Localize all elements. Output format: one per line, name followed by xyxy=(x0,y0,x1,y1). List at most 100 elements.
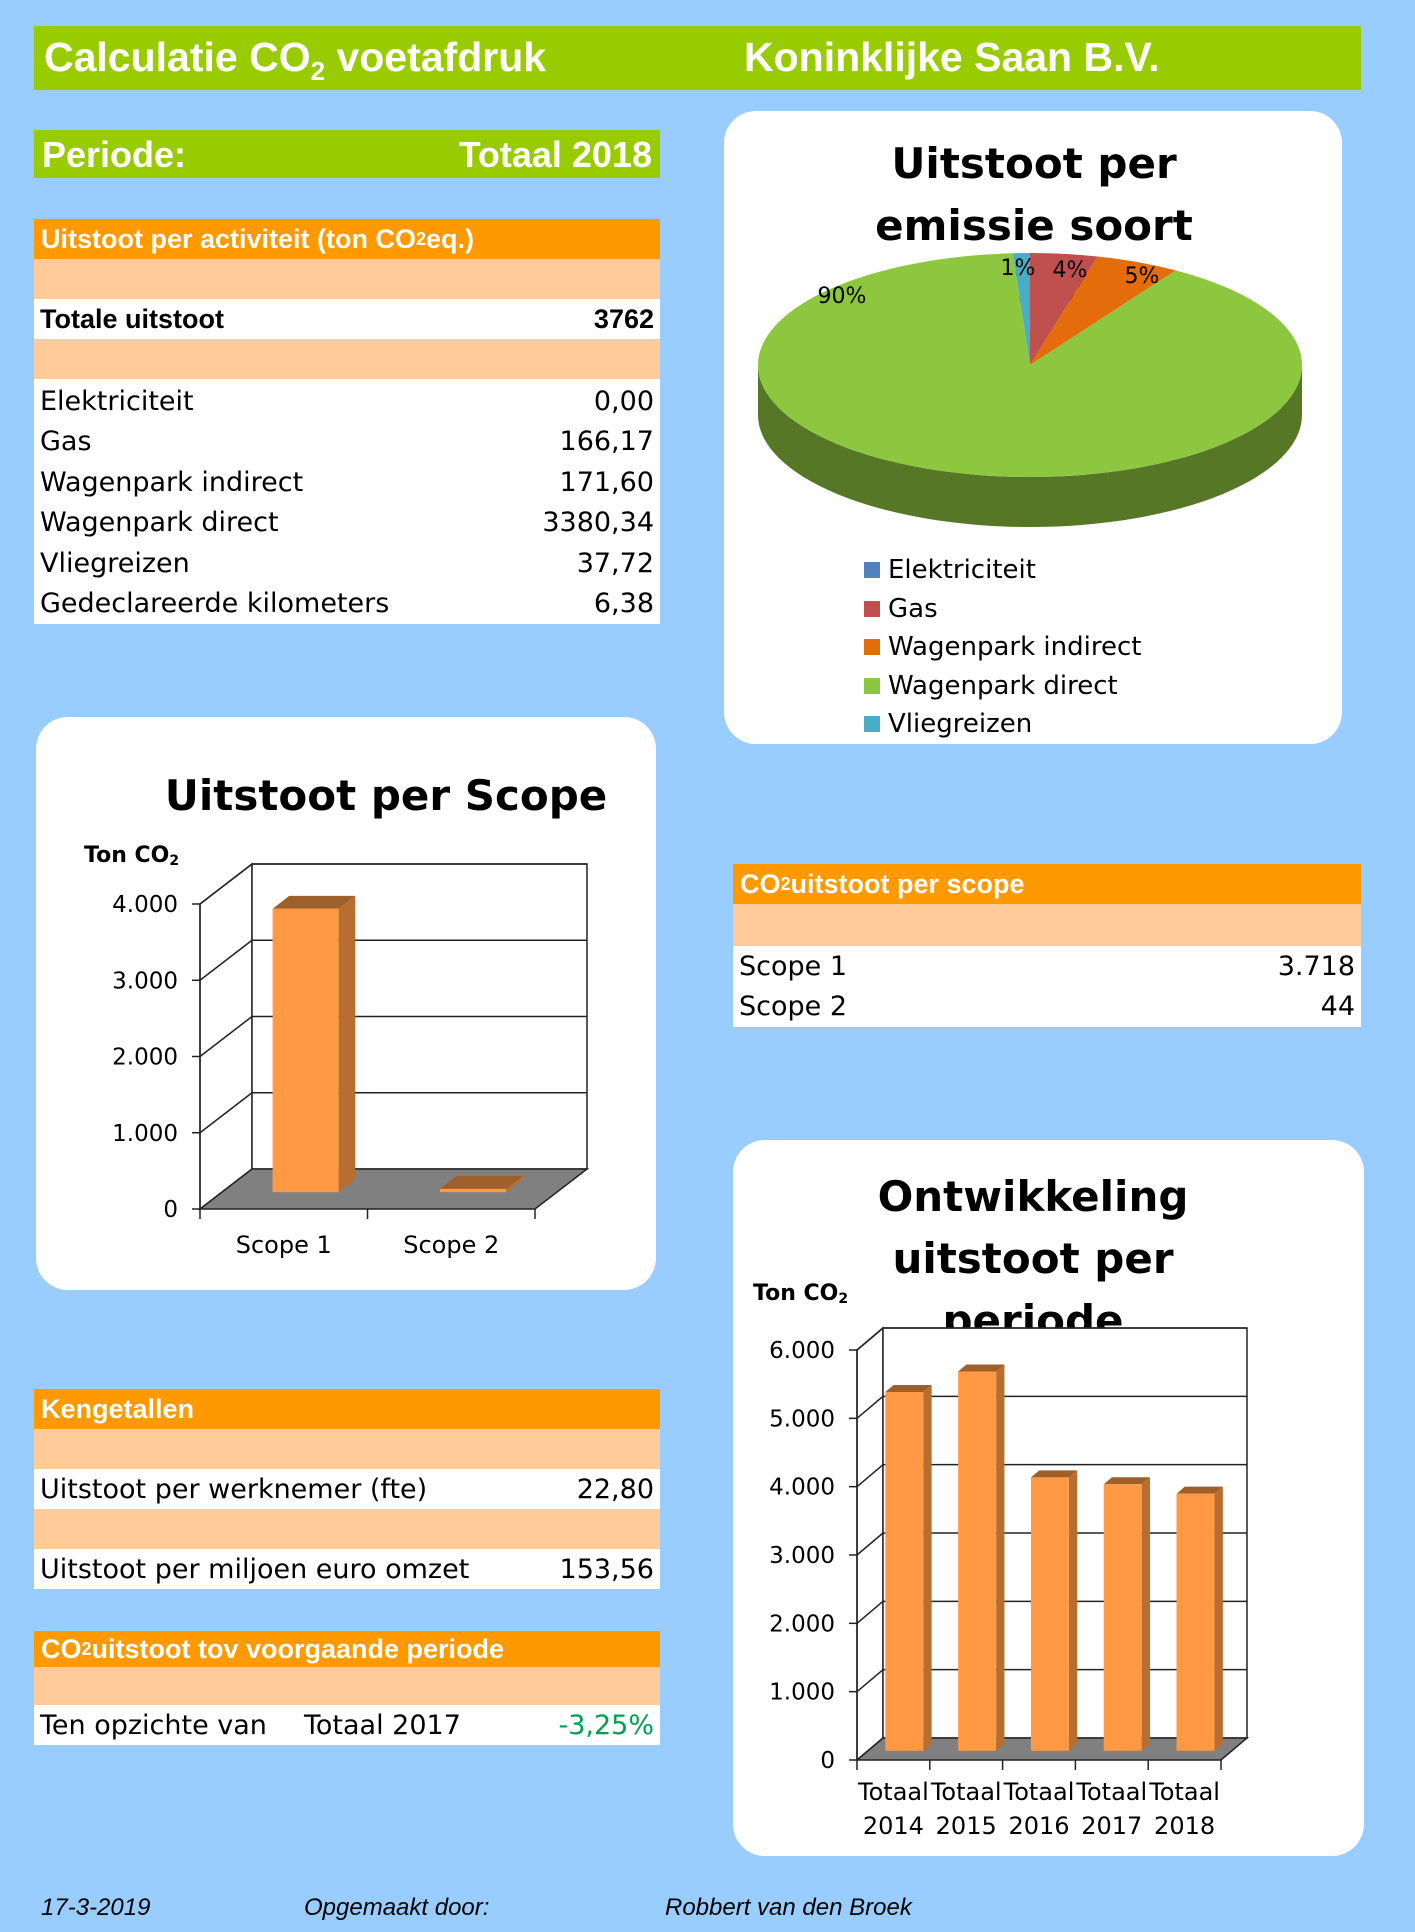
pie-slice-wagenpark-direct xyxy=(758,253,1302,478)
row-value: 37,72 xyxy=(576,547,654,579)
legend-label: Wagenpark direct xyxy=(888,670,1118,701)
y-tick-label: 4.000 xyxy=(112,892,178,918)
scope-rows: Scope 1 3.718 Scope 2 44 xyxy=(733,946,1361,1027)
total-value: 3762 xyxy=(593,303,654,334)
row-label: Gedeclareerde kilometers xyxy=(40,588,390,620)
bar xyxy=(958,1371,997,1751)
development-chart-card: Ontwikkeling uitstoot per periode Ton CO… xyxy=(733,1140,1364,1856)
table-row: Scope 2 44 xyxy=(733,987,1361,1028)
scope-table-header: CO 2 uitstoot per scope xyxy=(733,864,1361,904)
scope-chart-title: Uitstoot per Scope xyxy=(164,771,608,820)
legend-swatch-elektriciteit xyxy=(864,562,880,579)
spacer-row xyxy=(34,339,660,379)
gridline-side xyxy=(856,1327,884,1351)
x-tick-label: Scope 2 xyxy=(403,1231,499,1259)
legend-swatch-wagenpark-direct xyxy=(864,677,880,694)
gridline-side xyxy=(856,1395,884,1419)
pie-data-label: 1% xyxy=(1001,256,1036,281)
bar-side xyxy=(996,1364,1005,1751)
legend-item: Wagenpark direct xyxy=(864,667,1141,706)
gridline-side xyxy=(199,939,253,981)
x-tick-label: Scope 1 xyxy=(236,1231,332,1259)
x-tick-label: Totaal 2016 xyxy=(1003,1778,1075,1840)
bar-top xyxy=(958,1364,1005,1372)
comparison-header: CO 2 uitstoot tov voorgaande periode xyxy=(34,1631,660,1667)
row-label: Scope 2 xyxy=(739,991,848,1023)
row-label: Uitstoot per werknemer (fte) xyxy=(40,1473,428,1505)
pie-chart: 4% 5% 90% 1% xyxy=(758,253,1302,527)
row-value: 166,17 xyxy=(559,426,654,458)
bar-side xyxy=(923,1384,932,1751)
bar-side xyxy=(1214,1486,1223,1751)
table-row: Wagenpark direct 3380,34 xyxy=(34,503,660,544)
bar xyxy=(1176,1493,1215,1751)
row-label: Uitstoot per miljoen euro omzet xyxy=(40,1553,470,1585)
row-label: Scope 1 xyxy=(739,950,848,982)
legend-item: Wagenpark indirect xyxy=(864,628,1141,667)
footer-author: Robbert van den Broek xyxy=(665,1894,912,1921)
bar-top xyxy=(440,1176,523,1189)
pie-data-label: 4% xyxy=(1053,258,1088,283)
legend-item: Elektriciteit xyxy=(864,551,1141,590)
table-row: Gedeclareerde kilometers 6,38 xyxy=(34,584,660,625)
legend-item: Vliegreizen xyxy=(864,705,1141,744)
y-tick-label: 4.000 xyxy=(769,1475,835,1501)
bar-top xyxy=(272,895,356,909)
bar-side xyxy=(338,895,356,1193)
spacer-row xyxy=(34,1509,660,1549)
scope-bar-chart: Ton CO2 0 1.000 2.000 3.000 4.000 Scope 1 Scope… xyxy=(84,843,590,1259)
pie-chart-title: Uitstoot per emissie soort 2018 xyxy=(875,139,1193,312)
gridline-side xyxy=(199,1092,253,1134)
row-label: Wagenpark indirect xyxy=(40,466,304,498)
kengetallen-header: Kengetallen xyxy=(34,1389,660,1429)
bar-side xyxy=(1068,1470,1078,1751)
x-tick-label: Totaal 2017 xyxy=(1075,1778,1147,1840)
y-tick-label: 5.000 xyxy=(769,1406,835,1432)
row-value: 153,56 xyxy=(559,1553,654,1585)
x-tick-label: Totaal 2015 xyxy=(930,1778,1002,1840)
bar-side xyxy=(1141,1477,1151,1751)
activity-rows: Elektriciteit 0,00 Gas 166,17 Wagenpark in… xyxy=(34,379,660,624)
comparison-value: -3,25% xyxy=(558,1709,654,1741)
x-tick-label: Totaal 2014 xyxy=(857,1778,929,1840)
table-row: Scope 1 3.718 xyxy=(733,946,1361,987)
pie-data-label: 5% xyxy=(1125,264,1160,289)
gridline-side xyxy=(856,1600,884,1624)
legend-item: Gas xyxy=(864,590,1141,629)
row-label: Vliegreizen xyxy=(40,547,190,579)
pie-chart-card: Uitstoot per emissie soort 2018 4% 5% 90% 1… xyxy=(724,111,1342,744)
header-bar: Calculatie CO2 voetafdruk Koninklijke Sa… xyxy=(34,26,1361,90)
y-tick-label: 1.000 xyxy=(769,1680,835,1706)
row-value: 22,80 xyxy=(576,1473,654,1505)
legend-label: Elektriciteit xyxy=(888,555,1036,586)
total-row: Totale uitstoot 3762 xyxy=(34,299,660,339)
bar xyxy=(272,908,339,1193)
table-row: Elektriciteit 0,00 xyxy=(34,381,660,422)
bar-side xyxy=(506,1176,523,1193)
footer-made-by-label: Opgemaakt door: xyxy=(304,1894,490,1921)
pie-slice-gas xyxy=(1030,253,1098,365)
row-label: Wagenpark direct xyxy=(40,507,279,539)
bar-top xyxy=(1176,1486,1223,1494)
pie-legend: Elektriciteit Gas Wagenpark indirect Wag… xyxy=(864,551,1141,744)
legend-label: Vliegreizen xyxy=(888,709,1033,740)
table-row: Vliegreizen 37,72 xyxy=(34,543,660,584)
bar xyxy=(1103,1484,1142,1751)
row-value: 6,38 xyxy=(593,588,654,620)
comparison-row: Ten opzichte van Totaal 2017 -3,25% xyxy=(34,1705,660,1745)
pie-slice-vliegreizen xyxy=(1012,253,1030,365)
gridline-side xyxy=(856,1532,884,1556)
spacer-row xyxy=(733,904,1361,946)
footer-date: 17-3-2019 xyxy=(41,1894,151,1921)
period-value: Totaal 2018 xyxy=(458,134,652,175)
pie-side-wagenpark-direct xyxy=(758,365,1302,527)
y-tick-label: 0 xyxy=(163,1197,178,1223)
row-value: 3.718 xyxy=(1277,950,1355,982)
pie-slice-wagenpark-indirect xyxy=(1030,256,1176,365)
x-tick-label: Totaal 2018 xyxy=(1148,1778,1220,1840)
legend-label: Wagenpark indirect xyxy=(888,632,1142,663)
company-name: Koninklijke Saan B.V. xyxy=(744,34,1160,80)
legend-label: Gas xyxy=(888,593,938,624)
footer: 17-3-2019 Opgemaakt door: Robbert van de… xyxy=(0,1888,1415,1932)
y-axis-label: Ton CO2 xyxy=(84,843,179,869)
